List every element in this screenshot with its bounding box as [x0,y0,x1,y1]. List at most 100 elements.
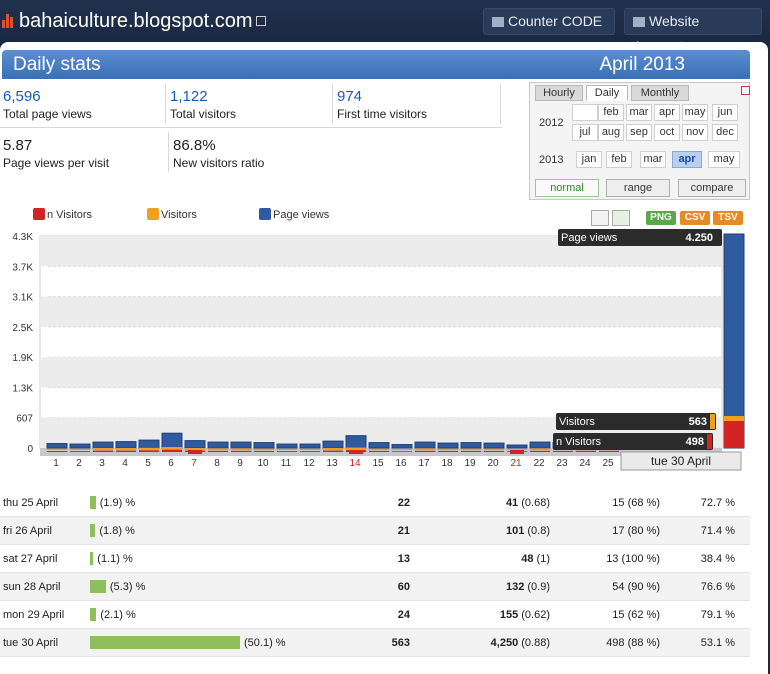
bar-returning-visitors[interactable] [461,450,481,452]
bar-returning-visitors[interactable] [484,450,504,452]
bar-returning-visitors[interactable] [369,450,389,452]
bar-returning-visitors[interactable] [300,451,320,452]
bar-returning-visitors[interactable] [599,450,619,452]
bar-returning-visitors[interactable] [392,451,412,452]
bar-visitors[interactable] [415,448,435,450]
x-tick-label[interactable]: 9 [237,458,243,469]
calendar-icon[interactable] [741,86,750,95]
table-row[interactable]: tue 30 April (50.1) % 563 4,250 (0.88) 498 (… [0,629,750,657]
bar-page-views[interactable] [437,442,459,449]
bar-visitors[interactable] [47,448,67,450]
month-2012-jul[interactable]: jul [572,124,598,141]
bar-page-views[interactable] [253,442,275,449]
table-row[interactable]: sun 28 April (5.3) % 60 132 (0.9) 54 (90 %) 7… [0,573,750,601]
month-2013-feb[interactable]: feb [606,151,632,168]
legend-returning-visitors[interactable]: n Visitors [33,208,92,221]
export-csv-button[interactable]: CSV [680,211,710,225]
bar-chart-icon[interactable] [591,210,609,226]
bar-returning-visitors[interactable] [162,449,182,452]
bar-page-views[interactable] [322,440,344,449]
x-tick-label[interactable]: 1 [53,458,59,469]
bar-page-views[interactable] [345,435,367,449]
x-tick-label[interactable]: 23 [556,458,568,469]
mode-range-button[interactable]: range [606,179,670,197]
bar-visitors[interactable] [185,448,205,450]
bar-visitors[interactable] [162,447,182,450]
bar-visitors[interactable] [231,448,251,450]
bar-page-views[interactable] [460,442,482,449]
bar-visitors[interactable] [277,448,297,450]
x-tick-label[interactable]: 18 [441,458,453,469]
bar-visitors[interactable] [369,448,389,450]
mode-compare-button[interactable]: compare [678,179,746,197]
month-2012-apr[interactable]: apr [654,104,680,121]
x-tick-label[interactable]: 6 [168,458,174,469]
month-2013-mar[interactable]: mar [640,151,666,168]
export-png-button[interactable]: PNG [646,211,676,225]
bar-page-views[interactable] [46,443,68,449]
x-tick-label[interactable]: 7 [191,458,197,469]
month-2012-may[interactable]: may [682,104,708,121]
bar-page-views[interactable] [299,443,321,449]
month-2012-nov[interactable]: nov [682,124,708,141]
x-tick-label[interactable]: 24 [579,458,591,469]
bar-page-views[interactable] [230,441,252,449]
site-title[interactable]: bahaiculture.blogspot.com [19,10,267,33]
month-2013-apr[interactable]: apr [672,151,702,168]
bar-visitors-highlight[interactable] [724,416,744,421]
bar-visitors[interactable] [323,448,343,450]
bar-returning-visitors[interactable] [277,451,297,452]
bar-visitors[interactable] [208,448,228,450]
bar-visitors[interactable] [507,449,527,450]
x-tick-label[interactable]: 25 [602,458,614,469]
x-tick-label[interactable]: 21 [510,458,522,469]
tab-monthly[interactable]: Monthly [631,85,689,101]
table-row[interactable]: thu 25 April (1.9) % 22 41 (0.68) 15 (68 %) 7… [0,489,750,517]
bar-visitors[interactable] [346,447,366,450]
bar-page-views[interactable] [69,443,91,449]
mode-normal-button[interactable]: normal [535,179,599,197]
bar-page-views[interactable] [506,444,528,449]
external-link-icon[interactable] [256,16,267,26]
x-tick-label[interactable]: 10 [257,458,269,469]
x-tick-label[interactable]: 16 [395,458,407,469]
bar-page-views[interactable] [115,441,137,449]
bar-page-views[interactable] [276,443,298,449]
bar-returning-visitors[interactable] [576,450,596,452]
area-chart-icon[interactable] [612,210,630,226]
x-tick-label[interactable]: 8 [214,458,220,469]
bar-returning-visitors[interactable] [438,450,458,452]
counter-code-button[interactable]: Counter CODE [483,8,615,35]
bar-page-views[interactable] [368,442,390,449]
bar-page-views[interactable] [207,441,229,449]
bar-returning-visitors[interactable] [530,450,550,452]
x-tick-label[interactable]: 20 [487,458,499,469]
bar-returning-visitors[interactable] [139,450,159,452]
bar-returning-visitors[interactable] [323,450,343,452]
x-tick-label[interactable]: 19 [464,458,476,469]
x-tick-label[interactable]: 17 [418,458,430,469]
bar-visitors[interactable] [438,448,458,450]
month-2013-may[interactable]: may [708,151,740,168]
month-2012-mar[interactable]: mar [626,104,652,121]
x-tick-label[interactable]: 15 [372,458,384,469]
bar-page-views[interactable] [138,439,160,449]
x-tick-label[interactable]: 11 [281,458,292,469]
bar-returning-visitors[interactable] [208,450,228,452]
bar-page-views[interactable] [92,441,114,449]
bar-visitors[interactable] [300,448,320,450]
tab-daily[interactable]: Daily [586,85,628,101]
bar-returning-visitors[interactable] [553,450,573,452]
bar-visitors[interactable] [530,448,550,450]
x-tick-label[interactable]: 13 [326,458,338,469]
bar-returning-visitors[interactable] [415,450,435,452]
month-2012-dec[interactable]: dec [712,124,738,141]
table-row[interactable]: mon 29 April (2.1) % 24 155 (0.62) 15 (62 %)… [0,601,750,629]
bar-returning-visitors[interactable] [116,450,136,452]
bar-visitors[interactable] [254,448,274,450]
bar-visitors[interactable] [461,448,481,450]
tab-hourly[interactable]: Hourly [535,85,583,101]
x-tick-label[interactable]: 14 [349,458,361,469]
x-tick-label[interactable]: 3 [99,458,105,469]
x-tick-label[interactable]: 4 [122,458,128,469]
